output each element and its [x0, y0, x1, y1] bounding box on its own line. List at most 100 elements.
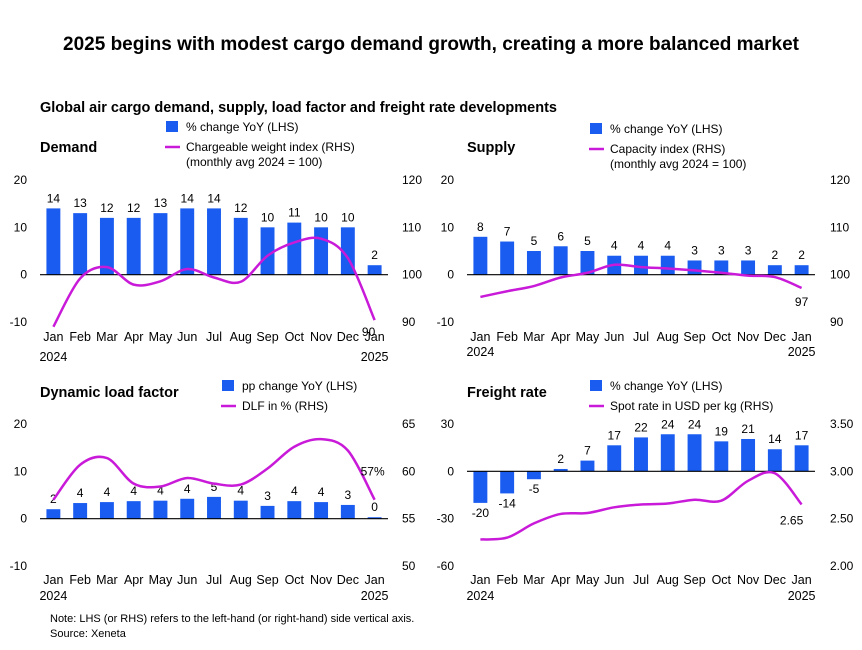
x-tick-label: Oct — [285, 330, 305, 344]
bar — [526, 471, 541, 480]
year-label-start: 2024 — [39, 589, 67, 603]
x-tick-label: Feb — [69, 573, 91, 587]
x-tick-label: Jul — [206, 330, 222, 344]
bar-value-label: 8 — [477, 220, 484, 234]
x-tick-label: Nov — [737, 330, 760, 344]
bar — [714, 260, 729, 275]
y-tick-left: -10 — [10, 559, 28, 573]
bar — [99, 217, 114, 275]
bar — [367, 265, 382, 275]
x-tick-label: Aug — [657, 330, 679, 344]
x-tick-label: Oct — [712, 573, 732, 587]
bar-value-label: 4 — [318, 485, 325, 499]
bar — [580, 251, 595, 275]
bar-value-label: 2 — [557, 452, 564, 466]
bar — [714, 441, 729, 472]
x-tick-label: Dec — [764, 573, 786, 587]
chart-panel-3: Dynamic load factor pp change YoY (LHS) DL… — [10, 379, 416, 603]
x-tick-label: Apr — [124, 573, 143, 587]
x-tick-label: May — [576, 573, 600, 587]
chart-title: Demand — [40, 140, 97, 156]
bar-value-label: 12 — [100, 201, 114, 215]
x-tick-label: Jun — [177, 330, 197, 344]
year-label-end: 2025 — [788, 345, 816, 359]
x-tick-label: Jun — [604, 330, 624, 344]
y-tick-left: 0 — [20, 512, 27, 526]
x-tick-label: Feb — [496, 330, 518, 344]
x-tick-label: Sep — [256, 573, 278, 587]
x-tick-label: Dec — [337, 573, 359, 587]
bar — [500, 471, 515, 494]
x-tick-label: Jan — [792, 573, 812, 587]
bar — [340, 504, 355, 519]
bar — [314, 227, 329, 275]
y-tick-right: 3.00 — [830, 464, 854, 478]
y-tick-right: 100 — [830, 268, 850, 282]
chart-panel-2: Supply % change YoY (LHS) Capacity index (… — [437, 122, 851, 359]
legend-label-line-2: (monthly avg 2024 = 100) — [610, 157, 746, 171]
page-subtitle: Global air cargo demand, supply, load fa… — [40, 100, 557, 116]
y-tick-right: 110 — [830, 220, 849, 234]
bar-value-label: 14 — [47, 191, 61, 205]
y-tick-right: 65 — [402, 417, 416, 431]
x-tick-label: Jan — [470, 330, 490, 344]
bar-value-label: 21 — [741, 422, 755, 436]
bar — [287, 501, 302, 519]
year-label-start: 2024 — [39, 350, 67, 364]
bar-value-label: 2 — [798, 248, 805, 262]
y-tick-right: 3.50 — [830, 417, 854, 431]
bar — [634, 255, 648, 275]
x-tick-label: Sep — [683, 573, 705, 587]
bar-value-label: 12 — [234, 201, 248, 215]
bar — [767, 265, 782, 275]
x-tick-label: Mar — [523, 573, 545, 587]
y-tick-left: 20 — [14, 173, 28, 187]
chart-grid: Demand % change YoY (LHS) Chargeable weigh… — [10, 120, 854, 603]
bar — [260, 227, 275, 275]
x-tick-label: Apr — [551, 573, 570, 587]
y-tick-right: 2.00 — [830, 559, 854, 573]
bar — [180, 208, 195, 275]
bar — [153, 213, 168, 275]
bar — [207, 496, 221, 519]
line-series — [52, 437, 376, 501]
bar-value-label: 5 — [584, 234, 591, 248]
bar-value-label: 0 — [371, 500, 378, 514]
source: Source: Xeneta — [50, 628, 127, 640]
x-tick-label: Nov — [737, 573, 760, 587]
y-tick-left: 20 — [14, 417, 28, 431]
chart-panel-1: Demand % change YoY (LHS) Chargeable weigh… — [10, 120, 423, 364]
bar-value-label: 5 — [211, 480, 218, 494]
x-tick-label: Jul — [633, 330, 649, 344]
x-tick-label: Jan — [470, 573, 490, 587]
bar-value-label: 2 — [772, 248, 779, 262]
page-title: 2025 begins with modest cargo demand gro… — [63, 34, 800, 55]
line-end-label: 90 — [362, 325, 376, 339]
x-tick-label: Oct — [285, 573, 305, 587]
bar-value-label: 4 — [664, 239, 671, 253]
legend-label-bar: % change YoY (LHS) — [610, 122, 723, 136]
year-label-start: 2024 — [466, 345, 494, 359]
bar-value-label: 13 — [73, 196, 87, 210]
bar — [634, 437, 648, 472]
x-tick-label: Jun — [177, 573, 197, 587]
bar — [207, 208, 221, 275]
line-end-label: 57% — [361, 465, 385, 479]
bar — [46, 509, 61, 519]
bar-value-label: 14 — [207, 191, 221, 205]
bar — [73, 503, 88, 519]
bar — [553, 246, 568, 275]
bar-value-label: 24 — [661, 417, 675, 431]
x-tick-label: Jan — [43, 330, 63, 344]
y-tick-left: 30 — [441, 417, 455, 431]
bar — [687, 260, 702, 275]
bar-value-label: 2 — [371, 248, 378, 262]
bar-value-label: 19 — [715, 424, 729, 438]
bar-value-label: 4 — [611, 239, 618, 253]
legend-swatch-bar — [590, 380, 602, 391]
bar — [687, 434, 702, 472]
bar — [46, 208, 61, 275]
y-tick-right: 90 — [402, 315, 416, 329]
legend-label-line: DLF in % (RHS) — [242, 399, 328, 413]
